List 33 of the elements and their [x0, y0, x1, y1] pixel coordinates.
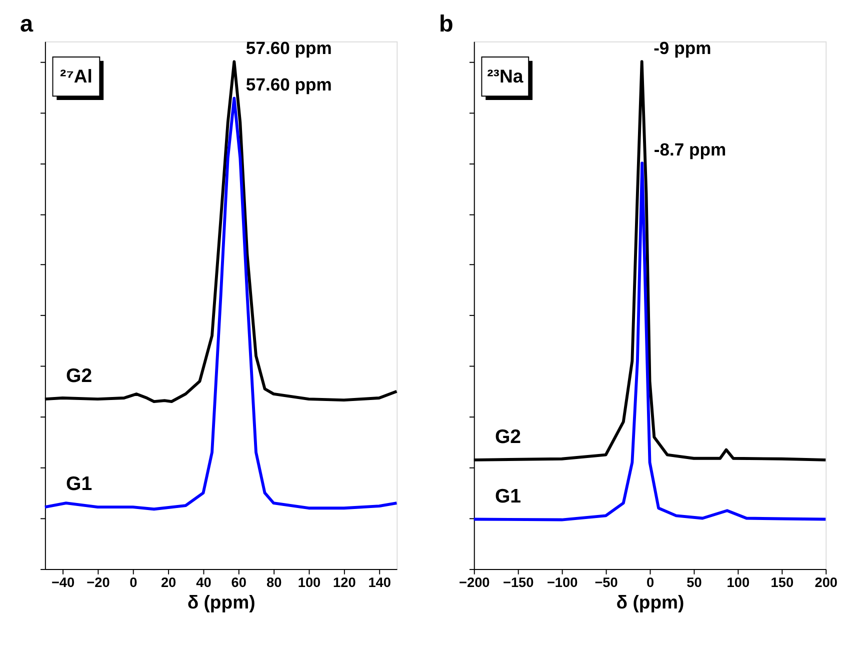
x-tick-label: −150	[502, 575, 534, 590]
x-tick-label: 0	[646, 575, 654, 590]
annotation: 57.60 ppm	[246, 38, 332, 58]
annotation: -9 ppm	[654, 38, 712, 58]
annotation: 57.60 ppm	[246, 74, 332, 94]
series-label: G1	[66, 473, 92, 496]
x-tick-label: 50	[686, 575, 702, 590]
x-tick-label: 20	[160, 575, 177, 590]
series-label: G1	[494, 485, 522, 508]
x-axis-title: δ (ppm)	[187, 592, 256, 613]
x-tick-label: 0	[130, 575, 138, 590]
x-tick-label: 120	[333, 575, 356, 590]
x-tick-label: −200	[458, 575, 490, 590]
x-tick-label: −20	[86, 575, 110, 590]
chart-title: a	[20, 10, 34, 36]
x-tick-label: 40	[196, 575, 212, 590]
chart-title: b	[438, 10, 454, 36]
annotation: -8.7 ppm	[654, 139, 726, 160]
x-axis-title: δ (ppm)	[616, 592, 684, 613]
x-tick-label: 140	[368, 575, 392, 590]
x-tick-label: −50	[594, 575, 618, 590]
x-tick-label: 60	[231, 575, 247, 590]
x-tick-label: 150	[770, 575, 794, 590]
x-tick-label: −100	[546, 575, 578, 590]
x-tick-label: 100	[726, 575, 750, 590]
legend-label: G2	[66, 365, 92, 388]
annotation: ²⁷Al	[60, 65, 92, 86]
annotation: ²³Na	[487, 65, 524, 86]
x-tick-label: 80	[266, 575, 282, 590]
series-label: G2	[494, 426, 522, 448]
x-tick-label: 200	[814, 575, 838, 590]
x-tick-label: −40	[51, 575, 76, 590]
x-tick-label: 100	[298, 575, 322, 590]
